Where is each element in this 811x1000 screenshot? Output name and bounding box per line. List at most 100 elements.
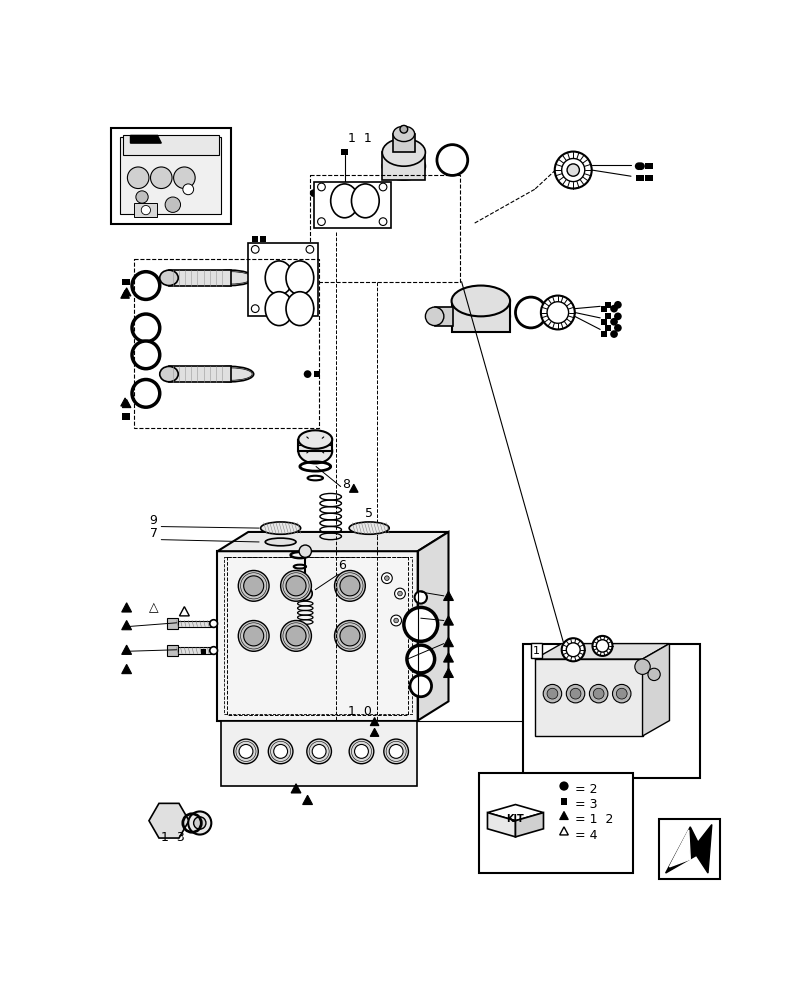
Bar xyxy=(534,659,642,736)
Bar xyxy=(659,819,719,879)
Circle shape xyxy=(238,570,268,601)
Circle shape xyxy=(317,218,325,225)
Bar xyxy=(169,366,230,382)
Polygon shape xyxy=(534,644,668,659)
Bar xyxy=(260,246,266,252)
Circle shape xyxy=(647,668,659,681)
Bar xyxy=(637,175,643,181)
Bar xyxy=(604,313,610,319)
Circle shape xyxy=(400,125,407,133)
Bar xyxy=(522,644,699,778)
Ellipse shape xyxy=(454,304,506,329)
Bar xyxy=(122,279,128,285)
Circle shape xyxy=(209,620,217,627)
Bar xyxy=(600,306,607,312)
Bar xyxy=(393,134,414,152)
Circle shape xyxy=(182,184,193,195)
Ellipse shape xyxy=(451,301,509,332)
Bar xyxy=(226,557,407,715)
Circle shape xyxy=(188,811,211,835)
Bar xyxy=(252,246,258,252)
Circle shape xyxy=(569,688,580,699)
Ellipse shape xyxy=(265,261,293,295)
Text: = 2: = 2 xyxy=(574,783,597,796)
Circle shape xyxy=(379,218,386,225)
Polygon shape xyxy=(443,668,453,677)
Bar xyxy=(134,203,157,217)
Polygon shape xyxy=(443,637,453,647)
Circle shape xyxy=(547,302,568,323)
Circle shape xyxy=(384,739,408,764)
Circle shape xyxy=(174,167,195,189)
Circle shape xyxy=(540,296,574,329)
Circle shape xyxy=(384,576,388,580)
Ellipse shape xyxy=(208,366,253,382)
Circle shape xyxy=(243,626,264,646)
Bar xyxy=(298,440,332,451)
Circle shape xyxy=(613,324,621,332)
Polygon shape xyxy=(217,532,448,551)
Polygon shape xyxy=(122,664,131,674)
Circle shape xyxy=(397,591,401,596)
Bar xyxy=(310,175,460,282)
Circle shape xyxy=(554,152,591,189)
Polygon shape xyxy=(122,645,131,654)
Bar xyxy=(451,301,509,332)
Bar xyxy=(120,137,221,214)
Polygon shape xyxy=(443,653,453,662)
Polygon shape xyxy=(291,784,301,793)
Circle shape xyxy=(285,626,306,646)
Polygon shape xyxy=(122,603,131,612)
Polygon shape xyxy=(122,288,131,296)
Circle shape xyxy=(243,576,264,596)
Bar xyxy=(320,190,326,196)
Text: KIT: KIT xyxy=(506,814,524,824)
Circle shape xyxy=(592,636,611,656)
Circle shape xyxy=(132,341,160,369)
Circle shape xyxy=(281,570,311,601)
Ellipse shape xyxy=(382,138,425,166)
Circle shape xyxy=(251,305,259,312)
Bar xyxy=(111,128,230,224)
Bar xyxy=(122,135,219,155)
Ellipse shape xyxy=(298,430,332,449)
Ellipse shape xyxy=(382,152,425,180)
Bar xyxy=(604,302,610,308)
Polygon shape xyxy=(487,813,515,837)
Bar xyxy=(248,243,317,316)
Circle shape xyxy=(354,744,368,758)
Circle shape xyxy=(135,191,148,203)
Bar xyxy=(200,649,206,654)
Circle shape xyxy=(559,781,568,791)
Bar xyxy=(635,175,641,181)
Circle shape xyxy=(132,314,160,342)
Ellipse shape xyxy=(285,261,313,295)
Circle shape xyxy=(298,545,311,557)
Text: 8: 8 xyxy=(341,478,350,491)
Circle shape xyxy=(127,167,148,189)
Polygon shape xyxy=(443,591,453,600)
Ellipse shape xyxy=(265,538,296,546)
Circle shape xyxy=(132,272,160,299)
Circle shape xyxy=(609,330,617,338)
Circle shape xyxy=(565,684,584,703)
Polygon shape xyxy=(668,830,689,867)
Bar xyxy=(341,149,347,155)
Circle shape xyxy=(561,158,584,182)
Circle shape xyxy=(634,162,642,170)
Polygon shape xyxy=(642,644,668,736)
Polygon shape xyxy=(179,607,189,616)
Circle shape xyxy=(268,739,293,764)
Circle shape xyxy=(340,576,359,596)
Text: 5: 5 xyxy=(365,507,373,520)
Circle shape xyxy=(141,205,150,215)
Circle shape xyxy=(589,684,607,703)
Circle shape xyxy=(381,573,392,584)
Circle shape xyxy=(311,744,326,758)
Polygon shape xyxy=(443,616,453,625)
Circle shape xyxy=(306,246,313,253)
Bar xyxy=(167,645,178,656)
Circle shape xyxy=(193,817,206,829)
Circle shape xyxy=(566,164,579,176)
Text: 1  1: 1 1 xyxy=(348,132,371,145)
